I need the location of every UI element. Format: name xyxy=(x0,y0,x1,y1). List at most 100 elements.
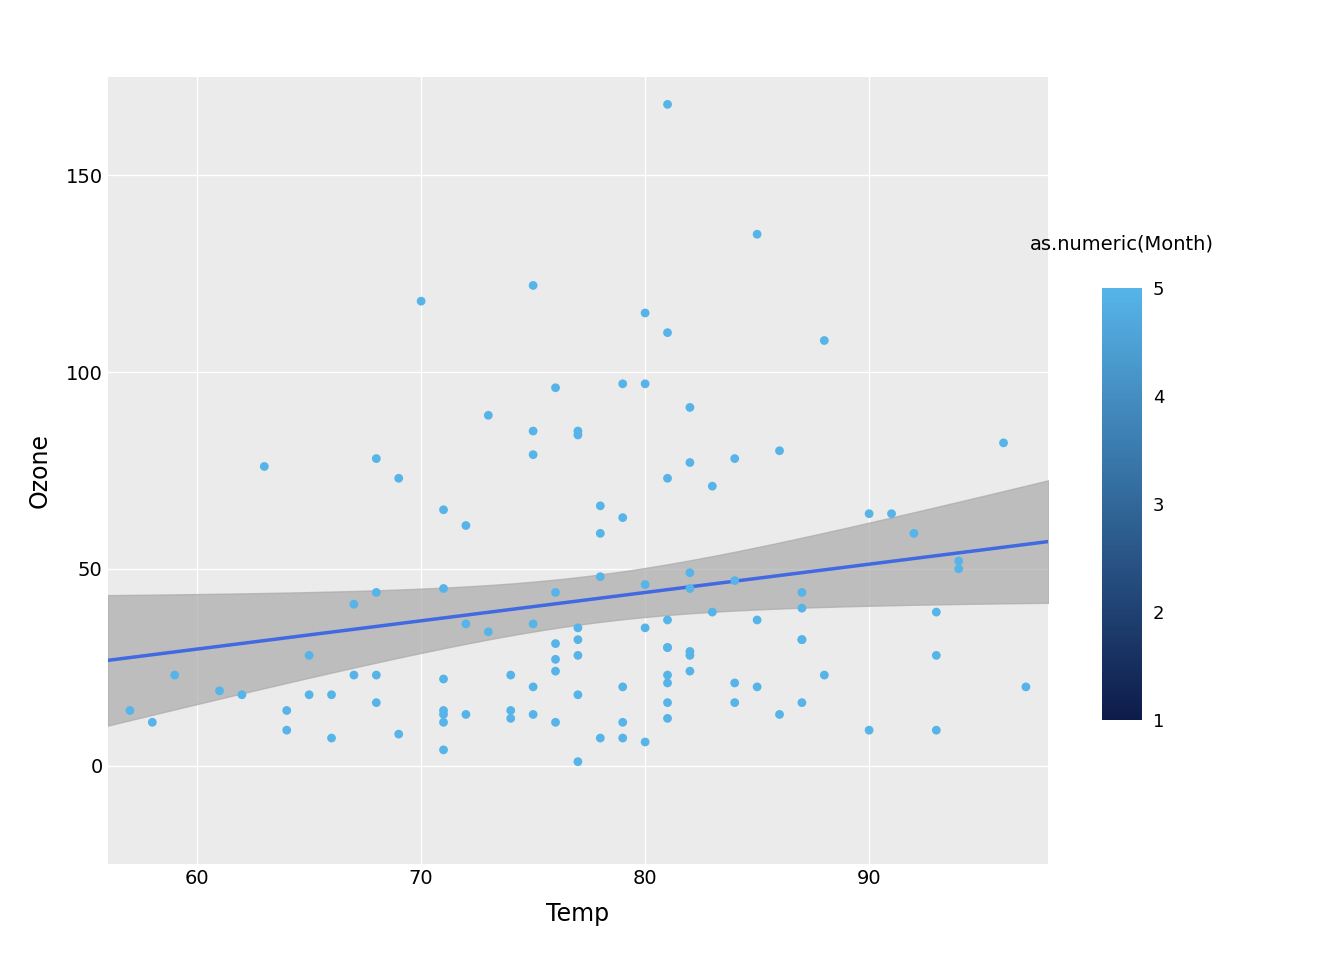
Point xyxy=(948,553,969,568)
Point xyxy=(769,707,790,722)
Point xyxy=(657,97,679,112)
Point xyxy=(657,612,679,628)
Point xyxy=(567,754,589,769)
Point xyxy=(679,581,700,596)
Point xyxy=(523,616,544,632)
Point xyxy=(477,408,499,423)
Point xyxy=(567,632,589,647)
Point xyxy=(567,427,589,443)
Point xyxy=(544,380,566,396)
Point xyxy=(657,675,679,690)
Point xyxy=(500,667,521,683)
Point xyxy=(679,648,700,663)
Point xyxy=(612,731,633,746)
Point xyxy=(657,470,679,486)
Point xyxy=(612,680,633,695)
Point xyxy=(388,470,410,486)
Point xyxy=(926,605,948,620)
Point xyxy=(254,459,276,474)
Point xyxy=(792,585,813,600)
Point xyxy=(456,616,477,632)
Point xyxy=(544,714,566,730)
Point xyxy=(276,703,297,718)
Point xyxy=(523,423,544,439)
Point xyxy=(813,333,835,348)
Point xyxy=(477,624,499,639)
Point xyxy=(634,305,656,321)
Point xyxy=(164,667,185,683)
Point xyxy=(702,605,723,620)
Point xyxy=(523,277,544,293)
Point xyxy=(120,703,141,718)
Point xyxy=(813,667,835,683)
Point xyxy=(657,325,679,341)
Point xyxy=(612,714,633,730)
Text: as.numeric(Month): as.numeric(Month) xyxy=(1031,234,1214,253)
Point xyxy=(523,707,544,722)
Point xyxy=(612,376,633,392)
Point xyxy=(792,601,813,616)
Point xyxy=(567,620,589,636)
Point xyxy=(679,565,700,581)
Point xyxy=(433,714,454,730)
Point xyxy=(433,707,454,722)
Point xyxy=(724,695,746,710)
Point xyxy=(298,648,320,663)
Point xyxy=(590,569,612,585)
Point xyxy=(544,585,566,600)
Point xyxy=(433,742,454,757)
Point xyxy=(792,695,813,710)
Point xyxy=(657,695,679,710)
Point xyxy=(634,577,656,592)
Point xyxy=(746,680,767,695)
Point xyxy=(724,675,746,690)
Point xyxy=(433,581,454,596)
Point xyxy=(880,506,902,521)
Point xyxy=(657,640,679,656)
Point xyxy=(500,703,521,718)
Point xyxy=(567,423,589,439)
Point xyxy=(523,680,544,695)
Point xyxy=(456,517,477,533)
Point xyxy=(410,294,431,309)
Point xyxy=(500,710,521,726)
Point xyxy=(679,455,700,470)
Point xyxy=(433,671,454,686)
Point xyxy=(298,687,320,703)
Point xyxy=(657,710,679,726)
Point xyxy=(926,723,948,738)
Point xyxy=(993,435,1015,450)
Point xyxy=(590,526,612,541)
Point xyxy=(433,703,454,718)
Point xyxy=(679,663,700,679)
Point xyxy=(702,478,723,493)
Point xyxy=(567,648,589,663)
Point xyxy=(208,684,230,699)
Point xyxy=(792,632,813,647)
Point xyxy=(657,667,679,683)
Point xyxy=(746,612,767,628)
Point xyxy=(679,644,700,660)
Point xyxy=(903,526,925,541)
Point xyxy=(388,727,410,742)
Point xyxy=(746,227,767,242)
Point xyxy=(926,648,948,663)
Point xyxy=(343,667,364,683)
Point xyxy=(366,451,387,467)
Point xyxy=(590,731,612,746)
Point xyxy=(456,707,477,722)
Point xyxy=(544,663,566,679)
Point xyxy=(724,573,746,588)
Point xyxy=(859,723,880,738)
Point xyxy=(276,723,297,738)
Point xyxy=(634,376,656,392)
Point xyxy=(567,687,589,703)
Point xyxy=(634,734,656,750)
Point xyxy=(523,447,544,463)
Point xyxy=(544,636,566,651)
Point xyxy=(231,687,253,703)
Point xyxy=(769,444,790,459)
Point xyxy=(321,687,343,703)
Point xyxy=(544,652,566,667)
X-axis label: Temp: Temp xyxy=(547,901,609,925)
